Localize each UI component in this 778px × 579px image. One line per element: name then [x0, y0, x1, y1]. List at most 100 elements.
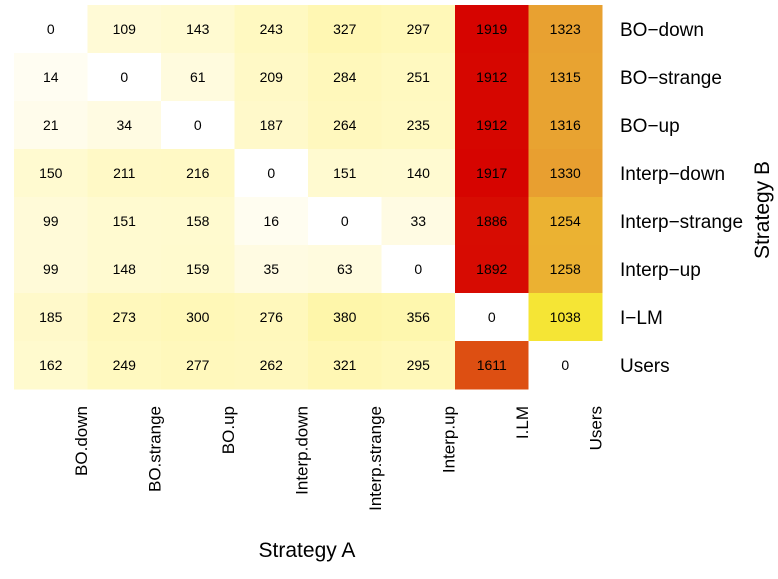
row-label: Interp−down: [620, 164, 725, 185]
heatmap-cell: [455, 293, 529, 342]
heatmap-cell: [308, 101, 382, 150]
heatmap-cell: [14, 149, 88, 198]
cell-value-label: 0: [341, 213, 349, 229]
heatmap-cell: [161, 245, 235, 294]
heatmap-cell: [381, 197, 456, 246]
heatmap-cell: [528, 293, 603, 342]
cell-value-label: 1254: [550, 213, 581, 229]
cell-value-label: 380: [333, 309, 357, 325]
heatmap-cell: [455, 5, 529, 54]
column-label: BO.strange: [145, 406, 164, 492]
heatmap-cell: [234, 5, 309, 54]
heatmap-cell: [234, 341, 309, 390]
cell-value-label: 151: [113, 213, 137, 229]
cell-value-label: 16: [263, 213, 279, 229]
heatmap-cell: [234, 245, 309, 294]
cell-value-label: 216: [186, 165, 210, 181]
column-label: BO.up: [219, 406, 238, 454]
cell-value-label: 211: [113, 165, 136, 181]
heatmap-cell: [14, 5, 88, 54]
cell-value-label: 0: [194, 117, 202, 133]
heatmap-cell: [14, 245, 88, 294]
heatmap-cell: [234, 53, 309, 102]
heatmap-cell: [381, 101, 456, 150]
heatmap-cells: [14, 5, 603, 390]
heatmap-cell: [381, 5, 456, 54]
cell-value-label: 21: [43, 117, 59, 133]
heatmap-cell: [308, 197, 382, 246]
heatmap-cell: [381, 341, 456, 390]
cell-value-label: 300: [186, 309, 210, 325]
heatmap-cell: [528, 341, 603, 390]
cell-value-label: 61: [190, 69, 206, 85]
cell-value-label: 276: [260, 309, 284, 325]
cell-value-label: 264: [333, 117, 357, 133]
heatmap-cell: [234, 101, 309, 150]
heatmap-cell: [14, 101, 88, 150]
heatmap-cell: [87, 293, 162, 342]
cell-value-label: 140: [407, 165, 431, 181]
cell-value-label: 1330: [550, 165, 581, 181]
cell-value-label: 235: [407, 117, 431, 133]
cell-value-label: 284: [333, 69, 357, 85]
cell-value-label: 1315: [550, 69, 581, 85]
heatmap-cell: [87, 53, 162, 102]
heatmap-cell: [381, 293, 456, 342]
column-label: I.LM: [513, 406, 532, 439]
row-label: BO−up: [620, 116, 680, 137]
row-label: BO−down: [620, 20, 704, 41]
heatmap-cell: [455, 149, 529, 198]
cell-value-label: 0: [120, 69, 128, 85]
cell-value-label: 1912: [476, 117, 507, 133]
heatmap-cell: [528, 5, 603, 54]
cell-value-label: 249: [113, 357, 137, 373]
cell-value-label: 150: [39, 165, 63, 181]
cell-value-label: 185: [39, 309, 63, 325]
heatmap-cell: [161, 197, 235, 246]
heatmap-cell: [308, 245, 382, 294]
column-label: Interp.strange: [366, 406, 385, 511]
heatmap-cell: [161, 149, 235, 198]
heatmap-cell: [87, 149, 162, 198]
heatmap-cell: [87, 341, 162, 390]
heatmap-cell: [14, 197, 88, 246]
heatmap-cell: [528, 245, 603, 294]
heatmap-cell: [308, 293, 382, 342]
heatmap-cell: [87, 245, 162, 294]
cell-value-label: 1038: [550, 309, 581, 325]
column-label: BO.down: [72, 406, 91, 476]
cell-value-label: 297: [407, 21, 431, 37]
heatmap-cell: [308, 341, 382, 390]
heatmap-cell: [528, 53, 603, 102]
cell-value-label: 1886: [476, 213, 507, 229]
heatmap-cell: [308, 53, 382, 102]
heatmap-cell: [455, 197, 529, 246]
cell-value-label: 63: [337, 261, 353, 277]
column-label: Interp.up: [439, 406, 458, 473]
row-labels: BO−down BO−strange BO−up Interp−down Interp−…: [620, 20, 743, 377]
cell-value-label: 35: [263, 261, 279, 277]
cell-value-label: 1912: [476, 69, 507, 85]
cell-value-label: 0: [267, 165, 275, 181]
heatmap-cell: [308, 149, 382, 198]
cell-value-label: 148: [113, 261, 137, 277]
cell-value-label: 34: [116, 117, 132, 133]
row-label: Interp−strange: [620, 212, 743, 233]
cell-value-label: 273: [113, 309, 137, 325]
cell-value-label: 0: [47, 21, 55, 37]
cell-value-label: 0: [561, 357, 569, 373]
cell-value-label: 295: [407, 357, 431, 373]
cell-value-label: 0: [414, 261, 422, 277]
row-label: Interp−up: [620, 260, 701, 281]
heatmap-cell: [87, 5, 162, 54]
heatmap-cell: [14, 53, 88, 102]
cell-value-label: 277: [186, 357, 210, 373]
cell-value-label: 33: [410, 213, 426, 229]
heatmap-cell: [381, 149, 456, 198]
cell-value-label: 321: [333, 357, 357, 373]
cell-value-label: 1316: [550, 117, 581, 133]
x-axis-title: Strategy A: [259, 539, 356, 562]
y-axis-title: Strategy B: [751, 161, 774, 259]
heatmap-cell: [161, 53, 235, 102]
